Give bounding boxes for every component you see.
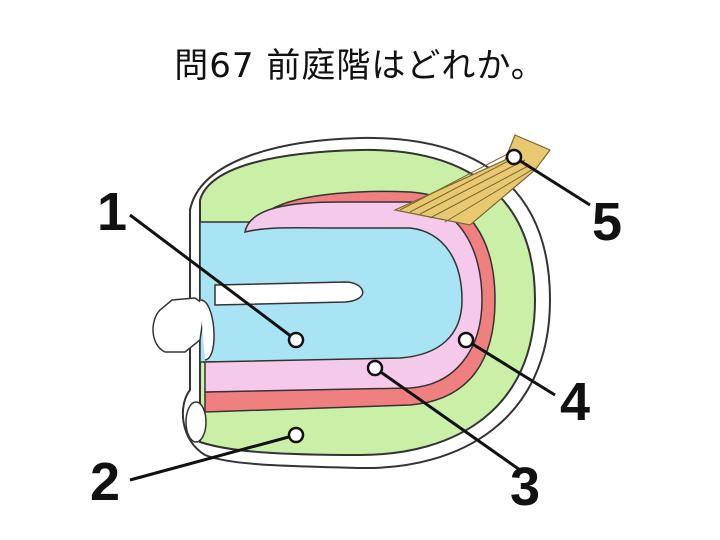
label-3: 3 <box>510 457 540 517</box>
marker-1 <box>287 331 305 349</box>
inner-tongue <box>214 281 364 306</box>
question-title: 問67 前庭階はどれか。 <box>174 46 546 86</box>
round-window <box>185 401 207 443</box>
marker-2 <box>287 426 305 444</box>
marker-3 <box>366 359 384 377</box>
ossicle-plate <box>199 299 215 361</box>
label-4: 4 <box>560 372 590 432</box>
label-5: 5 <box>592 192 622 252</box>
marker-4 <box>457 331 475 349</box>
label-1: 1 <box>97 182 127 242</box>
marker-5 <box>505 148 523 166</box>
label-2: 2 <box>90 452 120 512</box>
